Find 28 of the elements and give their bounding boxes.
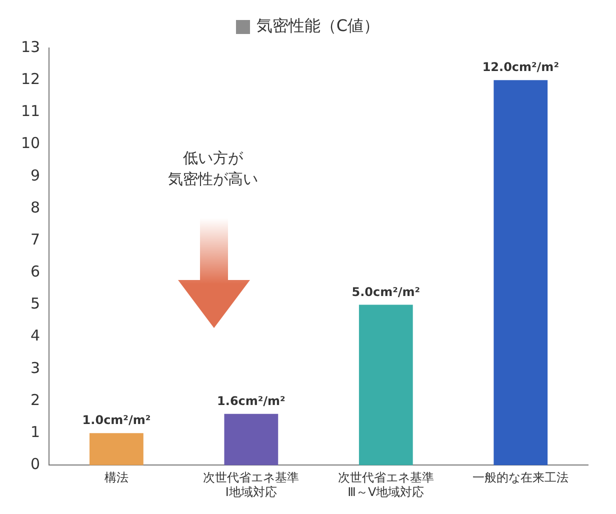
x-tick-label: 次世代省エネ基準Ⅰ地域対応	[203, 470, 300, 499]
y-tick-label: 6	[30, 262, 40, 281]
data-label: 1.0cm²/m²	[82, 413, 151, 428]
bar	[224, 414, 278, 466]
data-label: 5.0cm²/m²	[352, 284, 420, 299]
text: 気密性能（C値）	[256, 16, 380, 37]
bar	[358, 304, 413, 466]
y-tick-label: 7	[30, 230, 40, 248]
y-tick-label: 0	[30, 455, 40, 474]
bar	[90, 433, 144, 466]
y-tick-label: 4	[30, 326, 40, 345]
y-tick-label: 3	[30, 358, 40, 377]
data-label: 12.0cm²/m²	[482, 60, 559, 74]
y-tick-label: 2	[30, 390, 40, 409]
x-tick-label: 一般的な在来工法	[472, 470, 569, 485]
data-label: 1.6cm²/m²	[217, 394, 286, 408]
y-tick-label: 13	[20, 38, 40, 56]
y-tick-label: 11	[20, 102, 40, 120]
x-tick-label: 構法	[104, 470, 128, 485]
y-tick-label: 9	[30, 166, 40, 184]
bar	[494, 80, 548, 466]
y-tick-label: 8	[30, 198, 40, 216]
y-tick-label: 12	[20, 70, 40, 88]
annotation: 低い方が気密性が高い	[167, 148, 259, 190]
y-tick-label: 5	[30, 294, 40, 313]
y-tick-label: 10	[20, 134, 40, 152]
x-tick-label: 次世代省エネ基準Ⅲ～Ⅴ地域対応	[338, 470, 434, 499]
y-tick-label: 1	[30, 423, 40, 441]
